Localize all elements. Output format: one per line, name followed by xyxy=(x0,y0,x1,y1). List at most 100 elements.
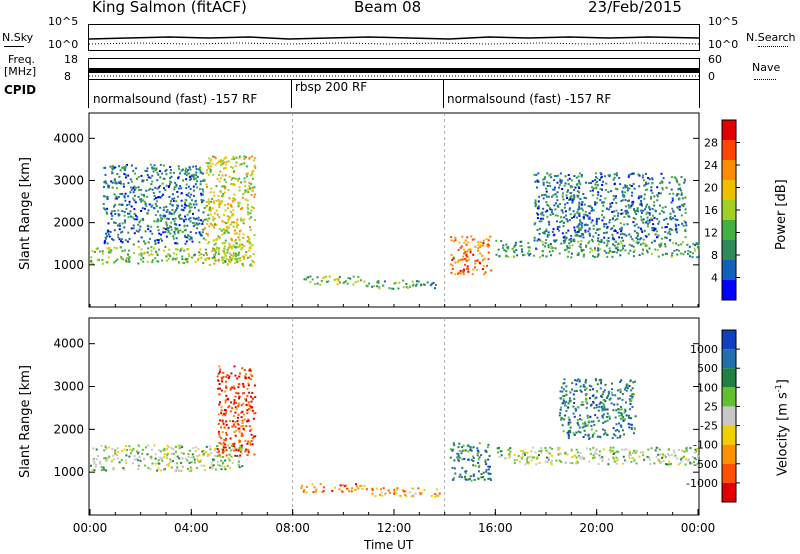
cpid-segment: rbsp 200 RF xyxy=(295,80,368,94)
colorbar-cell xyxy=(722,463,736,483)
x-tick-label: 12:00 xyxy=(377,521,412,535)
plot-frame xyxy=(88,112,700,308)
y-tick-label: 2000 xyxy=(53,422,84,436)
y-tick-label: 3000 xyxy=(53,173,84,187)
cpid-divider xyxy=(443,80,444,108)
data-region xyxy=(90,245,244,265)
nsearch-legend-line xyxy=(758,46,788,47)
y-tick-label: 1000 xyxy=(53,465,84,479)
data-region xyxy=(303,275,366,286)
data-region xyxy=(365,279,437,290)
cpid-segment: normalsound (fast) -157 RF xyxy=(93,92,258,106)
data-region xyxy=(496,446,700,466)
noise-traces xyxy=(88,36,700,45)
colorbar-cell xyxy=(722,180,736,200)
data-region xyxy=(495,239,700,259)
x-tick-label: 16:00 xyxy=(478,521,513,535)
freq-label-line1: Freq. xyxy=(8,53,36,66)
power-ylabel: Slant Range [km] xyxy=(18,157,33,270)
cpid-row: normalsound (fast) -157 RF rbsp 200 RF n… xyxy=(88,80,700,108)
y-tick-label: 2000 xyxy=(53,216,84,230)
velocity-ylabel: Slant Range [km] xyxy=(18,365,33,478)
colorbar-cell xyxy=(722,160,736,180)
colorbar-cell xyxy=(722,280,736,300)
velocity-panel: 1000 2000 3000 4000 1000 500 100 25 -25 -100 -500 -… xyxy=(53,317,740,516)
data-region xyxy=(533,172,688,242)
freq-panel xyxy=(88,58,700,80)
data-region xyxy=(90,444,244,472)
x-tick-label: 00:00 xyxy=(681,521,716,535)
x-tick-label: 04:00 xyxy=(174,521,209,535)
colorbar-cell xyxy=(722,425,736,445)
colorbar-tick-label: 25 xyxy=(704,400,718,413)
nave-legend-line xyxy=(754,79,776,80)
freq-label-line2: [MHz] xyxy=(4,65,37,78)
data-region xyxy=(216,365,257,457)
noise-right-tick-bottom: 10^0 xyxy=(708,38,739,51)
cpid-divider xyxy=(291,80,292,108)
colorbar-cell xyxy=(722,330,736,350)
x-tick-label: 20:00 xyxy=(579,521,614,535)
data-region xyxy=(204,155,257,267)
colorbar-tick-label: 8 xyxy=(711,249,718,262)
colorbar-tick-label: -1000 xyxy=(686,477,718,490)
noise-panel xyxy=(88,24,700,51)
cpid-label: CPID xyxy=(4,83,37,97)
colorbar-tick-label: 20 xyxy=(704,182,718,195)
freq-left-tick-bottom: 8 xyxy=(64,70,71,83)
colorbar-tick-label: -25 xyxy=(700,420,718,433)
nsearch-label: N.Search xyxy=(746,31,796,44)
data-region xyxy=(300,483,366,494)
colorbar-tick-label: 12 xyxy=(704,227,718,240)
nave-right-tick-top: 60 xyxy=(708,53,722,66)
colorbar-frame xyxy=(721,329,737,503)
nave-right-tick-bottom: 0 xyxy=(708,70,715,83)
power-colorbar-label: Power [dB] xyxy=(774,179,789,250)
y-tick-label: 1000 xyxy=(53,258,84,272)
colorbar-cell xyxy=(722,406,736,426)
date-label: 23/Feb/2015 xyxy=(588,0,682,16)
colorbar-tick-label: 24 xyxy=(704,159,718,172)
colorbar-tick-label: -500 xyxy=(693,458,718,471)
y-tick-label: 4000 xyxy=(53,131,84,145)
station-title: King Salmon (fitACF) xyxy=(92,0,247,16)
colorbar-cell xyxy=(722,482,736,502)
nsky-legend-line xyxy=(4,46,24,47)
y-tick-label: 4000 xyxy=(53,337,84,351)
colorbar-cell xyxy=(722,368,736,388)
nave-label: Nave xyxy=(752,61,781,74)
colorbar-cell xyxy=(722,387,736,407)
noise-left-tick-top: 10^5 xyxy=(48,15,79,28)
colorbar-cell xyxy=(722,349,736,369)
colorbar-cell xyxy=(722,200,736,220)
colorbar-cell xyxy=(722,220,736,240)
x-tick-label: 08:00 xyxy=(275,521,310,535)
colorbar-cell xyxy=(722,120,736,140)
cpid-segment: normalsound (fast) -157 RF xyxy=(447,92,612,106)
colorbar-tick-label: -100 xyxy=(693,439,718,452)
colorbar-cell xyxy=(722,260,736,280)
colorbar-tick-label: 500 xyxy=(697,362,718,375)
colorbar-tick-label: 28 xyxy=(704,137,718,150)
beam-label: Beam 08 xyxy=(354,0,422,16)
power-panel: 1000 2000 3000 4000 28 24 20 16 12 8 4 xyxy=(53,112,740,308)
colorbar-tick-label: 1000 xyxy=(690,343,718,356)
data-region xyxy=(449,235,493,276)
freq-traces xyxy=(89,68,699,77)
freq-left-tick-top: 18 xyxy=(64,53,78,66)
data-region xyxy=(365,487,441,498)
data-region xyxy=(102,163,206,246)
colorbar-tick-label: 4 xyxy=(711,272,718,285)
x-tick-label: 00:00 xyxy=(73,521,108,535)
colorbar-tick-label: 16 xyxy=(704,204,718,217)
y-tick-label: 3000 xyxy=(53,380,84,394)
colorbar-cell xyxy=(722,444,736,464)
colorbar-tick-label: 100 xyxy=(697,381,718,394)
velocity-colorbar-label: Velocity [m s-1] xyxy=(774,379,791,476)
data-region xyxy=(558,378,637,440)
nsky-label: N.Sky xyxy=(2,31,34,44)
noise-left-tick-bottom: 10^0 xyxy=(48,38,79,51)
colorbar-cell xyxy=(722,240,736,260)
data-region xyxy=(449,442,492,482)
